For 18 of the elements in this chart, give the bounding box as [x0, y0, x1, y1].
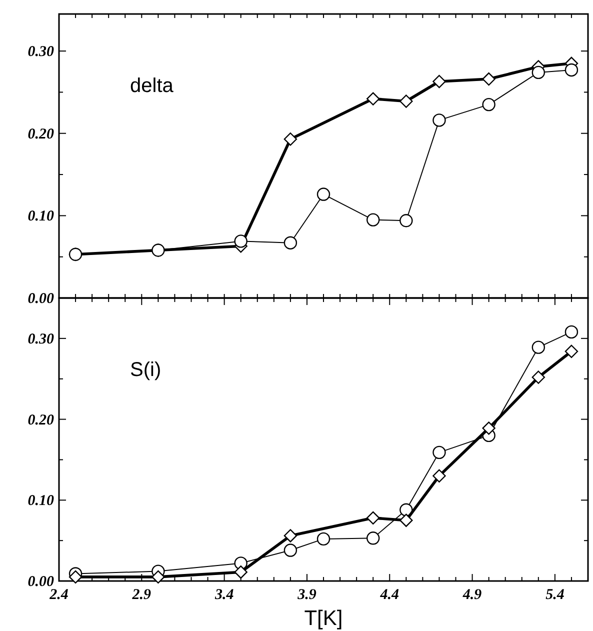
x-tick-label: 3.4 [214, 587, 234, 603]
y-tick-label: 0.20 [28, 412, 54, 428]
y-tick-label: 0.10 [28, 208, 54, 225]
x-tick-label: 2.4 [48, 587, 69, 603]
y-tick-label: 0.00 [28, 291, 54, 307]
x-tick-label: 5.4 [546, 587, 565, 603]
x-tick-label: 3.9 [296, 587, 317, 603]
y-tick-label: 0.30 [28, 44, 54, 60]
y-tick-label: 0.00 [28, 574, 54, 590]
x-axis-title: T[K] [304, 607, 343, 630]
x-tick-label: 4.9 [462, 587, 482, 603]
y-tick-label: 0.20 [28, 126, 54, 142]
y-tick-label: 0.30 [28, 331, 54, 348]
annotation: S(i) [130, 359, 162, 381]
y-tick-label: 0.10 [28, 493, 54, 510]
x-tick-label: 2.9 [131, 587, 152, 603]
annotation: delta [130, 75, 174, 97]
x-tick-label: 4.4 [379, 587, 400, 603]
